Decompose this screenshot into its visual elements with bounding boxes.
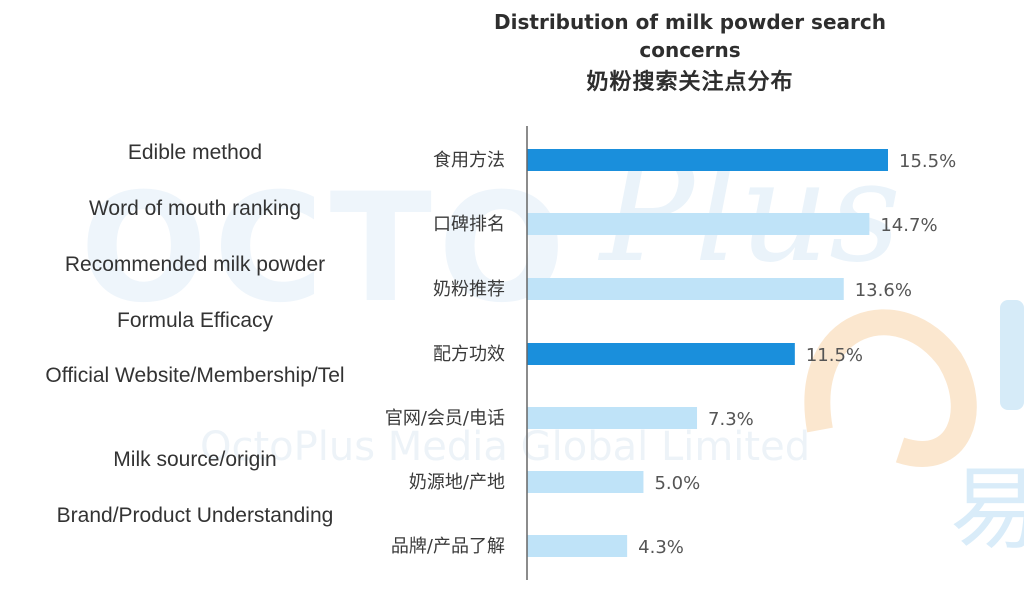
value-label: 7.3% <box>708 409 754 430</box>
chart-title-cn: 奶粉搜索关注点分布 <box>586 70 794 95</box>
value-label: 15.5% <box>899 151 956 172</box>
category-label: 官网/会员/电话 <box>385 408 505 429</box>
bar <box>527 343 795 365</box>
bar <box>527 471 644 493</box>
category-label: 食用方法 <box>433 150 505 171</box>
category-label: 口碑排名 <box>433 214 505 235</box>
category-label: 奶源地/产地 <box>409 472 505 493</box>
bar <box>527 149 888 171</box>
value-label: 14.7% <box>880 215 937 236</box>
english-label: Edible method <box>127 141 263 164</box>
value-label: 4.3% <box>638 537 684 558</box>
bar <box>527 213 870 235</box>
english-label: Brand/Product Understanding <box>56 504 334 527</box>
value-label: 5.0% <box>654 473 700 494</box>
english-label: Formula Efficacy <box>117 309 273 332</box>
english-label: Milk source/origin <box>113 448 277 471</box>
category-label: 奶粉推荐 <box>433 279 505 300</box>
bar <box>527 535 628 557</box>
category-label: 配方功效 <box>433 344 505 365</box>
english-label: Word of mouth ranking <box>88 197 302 220</box>
value-label: 11.5% <box>806 345 863 366</box>
category-label: 品牌/产品了解 <box>391 536 505 557</box>
bar <box>527 407 698 429</box>
english-label: Official Website/Membership/Tel <box>45 364 345 387</box>
value-label: 13.6% <box>855 280 912 301</box>
bar <box>527 278 844 300</box>
english-label: Recommended milk powder <box>64 253 326 276</box>
chart-title-en: Distribution of milk powder search conce… <box>494 10 886 62</box>
